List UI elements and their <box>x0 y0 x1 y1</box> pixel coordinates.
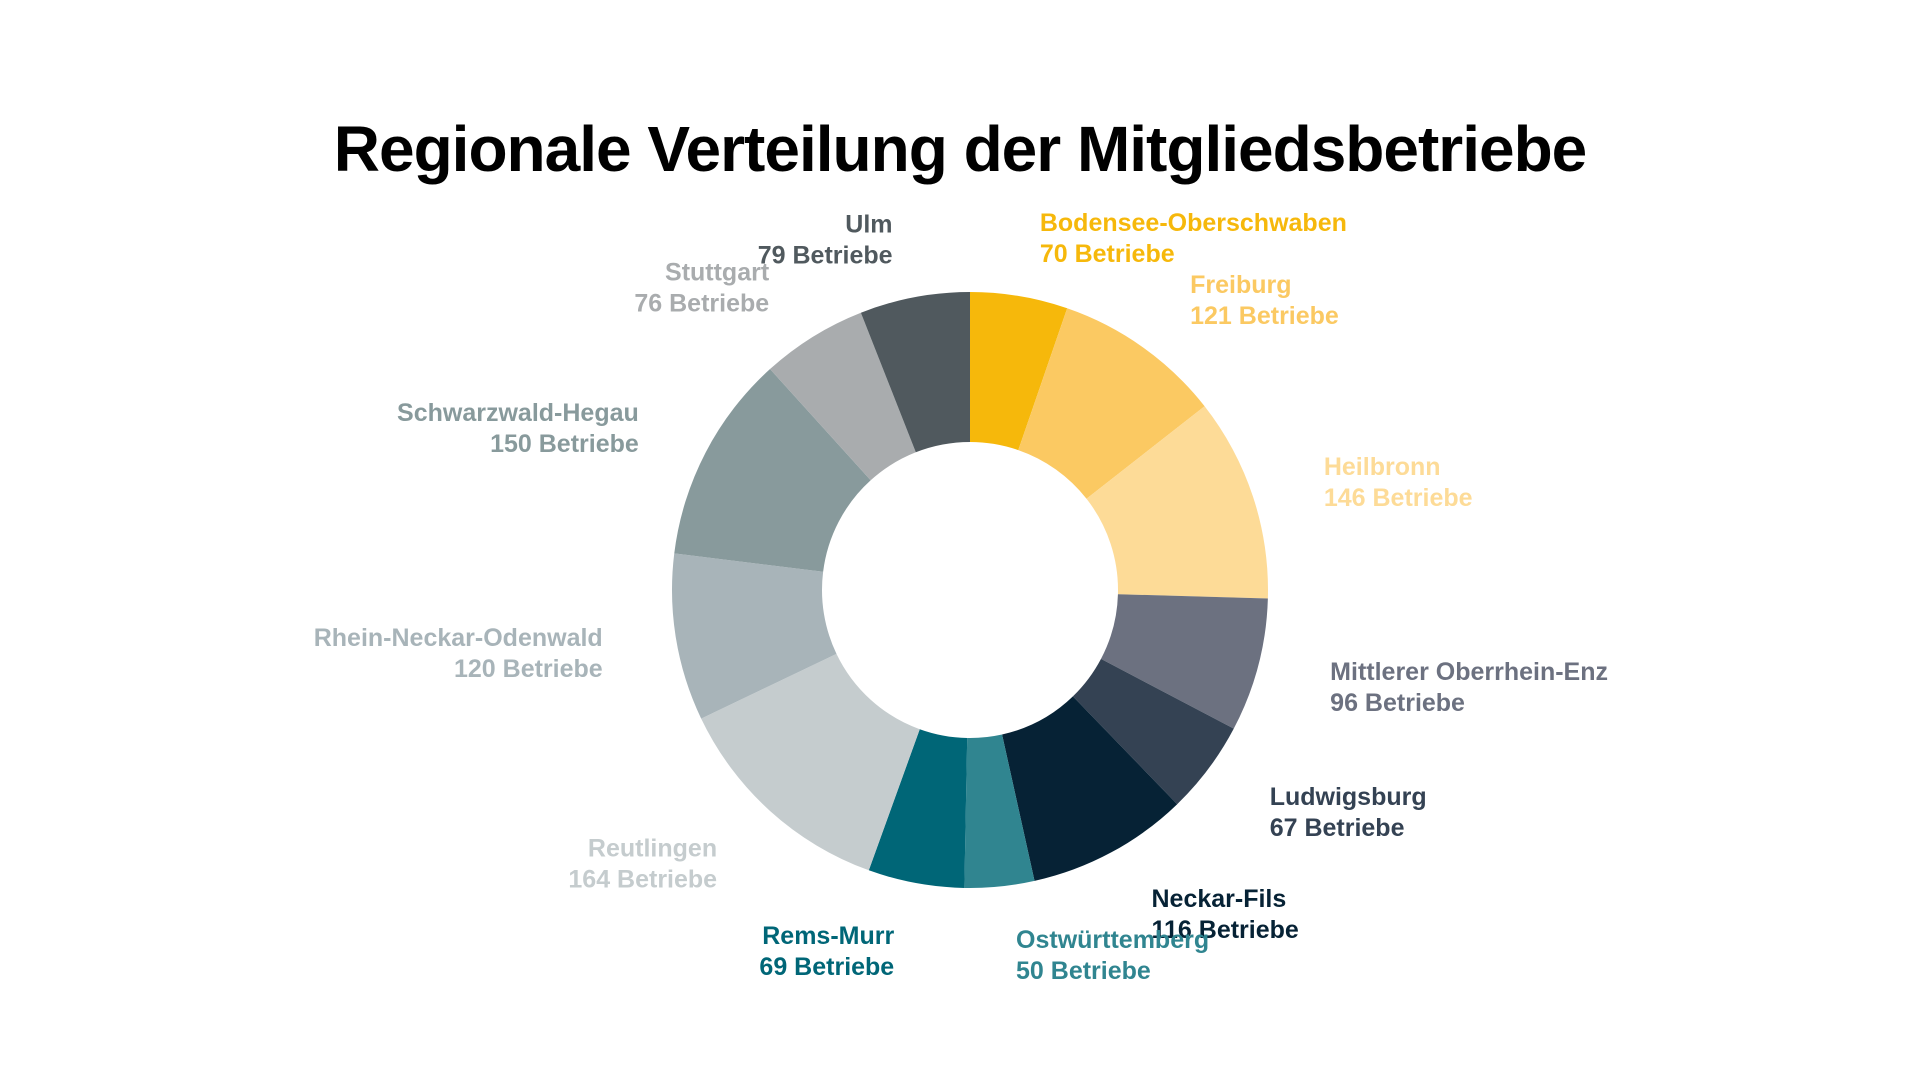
label-region-name: Rhein-Neckar-Odenwald <box>314 624 603 652</box>
label-region-name: Mittlerer Oberrhein-Enz <box>1330 658 1608 686</box>
label-value: 116 Betriebe <box>1151 916 1298 944</box>
label-region-name: Ostwürttemberg <box>1016 926 1209 954</box>
label-region-name: Reutlingen <box>588 834 717 862</box>
label-bodensee-oberschwaben: Bodensee-Oberschwaben 70 Betriebe <box>1040 209 1347 268</box>
label-ludwigsburg: Ludwigsburg 67 Betriebe <box>1270 783 1427 842</box>
label-freiburg: Freiburg 121 Betriebe <box>1190 271 1339 330</box>
slice-ostwuerttemberg <box>964 734 1035 888</box>
label-stuttgart: Stuttgart 76 Betriebe <box>634 258 769 317</box>
slice-neckar-fils <box>1002 696 1178 881</box>
slice-mittlerer-oberrhein-enz <box>1100 594 1268 729</box>
slice-freiburg <box>1018 308 1205 499</box>
slice-heilbronn <box>1086 406 1268 599</box>
slice-ludwigsburg <box>1072 658 1234 805</box>
slice-bodensee-oberschwaben <box>970 292 1068 451</box>
label-value: 121 Betriebe <box>1190 302 1339 330</box>
label-heilbronn: Heilbronn 146 Betriebe <box>1324 453 1473 512</box>
label-value: 146 Betriebe <box>1324 484 1473 512</box>
label-value: 76 Betriebe <box>634 289 769 317</box>
label-value: 96 Betriebe <box>1330 689 1465 717</box>
label-region-name: Bodensee-Oberschwaben <box>1040 209 1347 237</box>
label-value: 67 Betriebe <box>1270 814 1405 842</box>
label-region-name: Schwarzwald-Hegau <box>397 399 639 427</box>
label-region-name: Neckar-Fils <box>1151 885 1286 913</box>
label-region-name: Ulm <box>845 210 892 238</box>
label-region-name: Stuttgart <box>665 258 770 286</box>
label-value: 150 Betriebe <box>490 430 639 458</box>
chart-title: Regionale Verteilung der Mitgliedsbetrie… <box>333 113 1588 185</box>
label-value: 164 Betriebe <box>568 865 717 893</box>
label-neckar-fils: Neckar-Fils 116 Betriebe <box>1151 885 1298 944</box>
slice-rems-murr <box>868 729 968 888</box>
slice-stuttgart <box>770 312 916 481</box>
slice-rhein-neckar-odenwald <box>672 553 837 719</box>
label-value: 70 Betriebe <box>1040 240 1175 268</box>
slice-ulm <box>860 292 970 453</box>
slice-schwarzwald-hegau <box>674 369 871 572</box>
label-region-name: Heilbronn <box>1324 453 1441 481</box>
label-value: 120 Betriebe <box>454 655 603 683</box>
label-region-name: Rems-Murr <box>762 922 894 950</box>
label-value: 50 Betriebe <box>1016 957 1151 985</box>
label-ulm: Ulm 79 Betriebe <box>758 210 893 269</box>
label-rhein-neckar-odenwald: Rhein-Neckar-Odenwald 120 Betriebe <box>314 624 603 683</box>
label-region-name: Freiburg <box>1190 271 1291 299</box>
label-ostwuerttemberg: Ostwürttemberg 50 Betriebe <box>1016 926 1209 985</box>
label-mittlerer-oberrhein-enz: Mittlerer Oberrhein-Enz 96 Betriebe <box>1330 658 1608 717</box>
label-rems-murr: Rems-Murr 69 Betriebe <box>759 922 894 981</box>
slice-reutlingen <box>701 653 920 871</box>
label-region-name: Ludwigsburg <box>1270 783 1427 811</box>
label-value: 79 Betriebe <box>758 241 893 269</box>
label-value: 69 Betriebe <box>759 953 894 981</box>
label-schwarzwald-hegau: Schwarzwald-Hegau 150 Betriebe <box>397 399 639 458</box>
label-reutlingen: Reutlingen 164 Betriebe <box>568 834 717 893</box>
